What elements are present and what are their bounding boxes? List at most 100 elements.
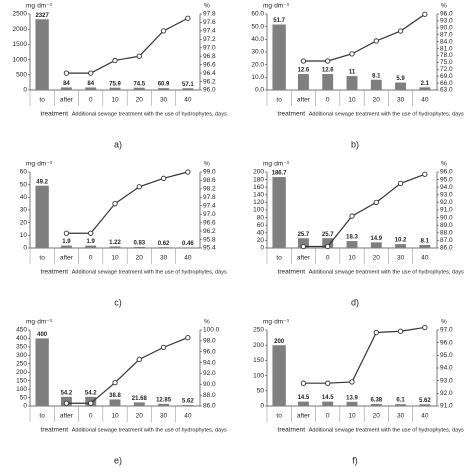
y-tick-label: 450 bbox=[16, 327, 27, 334]
y2-tick-label: 92.0 bbox=[440, 390, 453, 397]
panel: mg·dm⁻³ %02040608010012014016018020086.08… bbox=[253, 161, 464, 308]
y2-tick-label: 86.0 bbox=[440, 245, 453, 252]
y-tick-label: 50 bbox=[20, 181, 28, 188]
bar bbox=[395, 404, 407, 406]
line-marker bbox=[112, 380, 118, 386]
x-tick-label: 40 bbox=[421, 255, 429, 262]
bar bbox=[35, 185, 49, 248]
y-tick-label: 0 bbox=[260, 245, 264, 252]
line-marker bbox=[373, 38, 379, 44]
y2-tick-label: 96.0 bbox=[440, 169, 453, 176]
line-marker bbox=[422, 11, 428, 17]
x-tick-label: 10 bbox=[348, 255, 356, 262]
bar bbox=[133, 87, 145, 90]
bar bbox=[419, 244, 431, 248]
y-tick-label: 2500 bbox=[13, 11, 28, 18]
y-tick-label: 0.0 bbox=[255, 87, 264, 94]
y2-tick-label: 96.0 bbox=[440, 11, 453, 18]
bar bbox=[272, 345, 286, 406]
line bbox=[303, 326, 425, 384]
y-tick-label: 1500 bbox=[13, 41, 28, 48]
y-tick-label: 50.0 bbox=[251, 23, 264, 30]
y2-tick-label: 92.0 bbox=[440, 199, 453, 206]
x-tick-label: to bbox=[39, 255, 45, 262]
value-label: 0.46 bbox=[182, 241, 194, 247]
value-label: 74.5 bbox=[133, 81, 145, 87]
y2-tick-label: 96.8 bbox=[203, 53, 216, 60]
y2-unit: % bbox=[204, 161, 210, 168]
y-tick-label: 40 bbox=[257, 230, 265, 237]
y-tick-label: 0 bbox=[23, 245, 27, 252]
x-tick-label: after bbox=[297, 97, 311, 104]
y-tick-label: 20.0 bbox=[251, 61, 264, 68]
line-marker bbox=[185, 15, 191, 21]
line-marker bbox=[63, 230, 70, 236]
y2-tick-label: 66.0 bbox=[440, 80, 453, 87]
value-label: 51.7 bbox=[273, 18, 285, 24]
y2-tick-label: 96.0 bbox=[440, 339, 453, 346]
line-marker bbox=[160, 344, 167, 351]
bar bbox=[182, 405, 194, 406]
y-tick-label: 0 bbox=[23, 87, 27, 94]
bar bbox=[346, 401, 358, 406]
y-tick-label: 50 bbox=[20, 394, 28, 401]
y-unit: mg·dm⁻³ bbox=[26, 3, 53, 10]
panel-label: b) bbox=[351, 139, 359, 149]
panel: mg·dm⁻³ % 0 500 1000 1500 2000 2500 96.0 96.296.4… bbox=[13, 3, 228, 150]
bar bbox=[395, 82, 407, 90]
value-label: 400 bbox=[37, 332, 48, 338]
group-label: Additional sewage treatment with the use… bbox=[72, 111, 227, 117]
panel: mg·dm⁻³ %05010015020025030035040045086.08… bbox=[16, 319, 227, 466]
y2-tick-label: 90.0 bbox=[203, 381, 216, 388]
value-label: 8.1 bbox=[421, 239, 430, 245]
value-label: 13.9 bbox=[346, 395, 358, 401]
y2-tick-label: 99.0 bbox=[203, 169, 216, 176]
y2-tick-label: 90.0 bbox=[440, 214, 453, 221]
group-label: treatment bbox=[278, 427, 306, 434]
group-label: treatment bbox=[278, 111, 306, 118]
value-label: 14.9 bbox=[370, 236, 382, 242]
value-label: 2327 bbox=[35, 13, 49, 19]
y2-tick-label: 91.0 bbox=[440, 207, 453, 214]
y2-tick-label: 97.8 bbox=[203, 194, 216, 201]
y-tick-label: 20 bbox=[257, 237, 265, 244]
x-tick-label: 0 bbox=[326, 413, 330, 420]
y-tick-label: 150 bbox=[253, 357, 264, 364]
y2-tick-label: 96.2 bbox=[203, 228, 216, 235]
y2-tick-label: 100.0 bbox=[203, 327, 220, 334]
bar bbox=[322, 238, 334, 248]
y2-tick-label: 94.0 bbox=[440, 365, 453, 372]
y-tick-label: 150 bbox=[16, 377, 27, 384]
bar bbox=[322, 401, 334, 406]
value-label: 6.1 bbox=[396, 398, 405, 404]
value-label: 49.2 bbox=[36, 179, 48, 185]
value-label: 54.2 bbox=[61, 390, 73, 396]
value-label: 200 bbox=[274, 339, 285, 345]
value-label: 10.2 bbox=[395, 238, 407, 244]
line-marker bbox=[185, 334, 191, 341]
line-marker bbox=[88, 400, 94, 406]
line-marker bbox=[136, 53, 142, 59]
panel: mg·dm⁻³ %0.010.020.030.040.050.060.063.06… bbox=[251, 3, 464, 150]
bar bbox=[370, 242, 382, 248]
line-marker bbox=[422, 171, 428, 177]
value-label: 25.7 bbox=[298, 232, 310, 238]
line-marker bbox=[325, 243, 331, 250]
bar bbox=[297, 74, 309, 90]
value-label: 14.5 bbox=[322, 395, 334, 401]
y2-tick-label: 95.0 bbox=[440, 352, 453, 359]
group-label: Additional sewage treatment with the use… bbox=[72, 269, 227, 275]
y2-tick-label: 89.0 bbox=[440, 222, 453, 229]
bar bbox=[182, 88, 194, 90]
y2-tick-label: 98.2 bbox=[203, 186, 216, 193]
y2-tick-label: 97.2 bbox=[203, 36, 216, 43]
y-tick-label: 120 bbox=[253, 199, 264, 206]
y2-tick-label: 97.0 bbox=[440, 327, 453, 334]
y-tick-label: 30.0 bbox=[251, 49, 264, 56]
y2-tick-label: 97.0 bbox=[203, 211, 216, 218]
y-tick-label: 160 bbox=[253, 184, 264, 191]
bar bbox=[133, 246, 145, 248]
value-label: 75.9 bbox=[109, 81, 121, 87]
y2-tick-label: 84.0 bbox=[440, 38, 453, 45]
